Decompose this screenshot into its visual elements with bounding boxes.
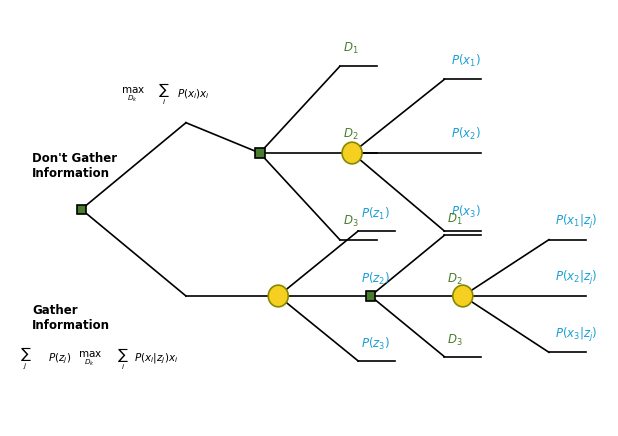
Ellipse shape [453, 285, 473, 307]
Text: $D_2$: $D_2$ [447, 272, 463, 287]
Text: $D_3$: $D_3$ [447, 333, 463, 348]
Text: $P(x_2|z_j)$: $P(x_2|z_j)$ [555, 269, 598, 287]
Text: $D_1$: $D_1$ [343, 41, 358, 55]
Text: $P(x_i)x_i$: $P(x_i)x_i$ [177, 88, 210, 101]
Text: Gather
Information: Gather Information [32, 303, 110, 332]
Ellipse shape [268, 285, 288, 307]
Text: $\max_{D_k}$: $\max_{D_k}$ [121, 85, 146, 104]
FancyBboxPatch shape [255, 148, 265, 158]
Text: $P(x_3|z_j)$: $P(x_3|z_j)$ [555, 326, 598, 344]
Text: $P(x_3)$: $P(x_3)$ [451, 204, 480, 220]
Text: $\max_{D_k}$: $\max_{D_k}$ [78, 349, 103, 368]
Text: $P(z_1)$: $P(z_1)$ [362, 206, 391, 222]
Text: $P(x_2)$: $P(x_2)$ [451, 126, 480, 142]
Text: $P(x_i|z_j)x_i$: $P(x_i|z_j)x_i$ [133, 351, 178, 366]
Text: $\sum_j$: $\sum_j$ [20, 346, 32, 372]
Text: $P(x_1)$: $P(x_1)$ [451, 52, 480, 68]
Text: $D_1$: $D_1$ [447, 211, 463, 227]
FancyBboxPatch shape [77, 204, 86, 214]
Text: $P(z_3)$: $P(z_3)$ [362, 336, 391, 352]
Text: $P(z_j)$: $P(z_j)$ [48, 351, 70, 366]
Text: $\sum_i$: $\sum_i$ [158, 82, 170, 107]
Ellipse shape [342, 142, 362, 164]
FancyBboxPatch shape [366, 291, 375, 301]
Text: $\sum_i$: $\sum_i$ [117, 346, 129, 371]
Text: $P(x_1|z_j)$: $P(x_1|z_j)$ [555, 213, 598, 231]
Text: $D_2$: $D_2$ [343, 127, 358, 142]
Text: $P(z_2)$: $P(z_2)$ [362, 271, 391, 287]
Text: $D_3$: $D_3$ [343, 214, 358, 229]
Text: Don't Gather
Information: Don't Gather Information [32, 152, 117, 180]
